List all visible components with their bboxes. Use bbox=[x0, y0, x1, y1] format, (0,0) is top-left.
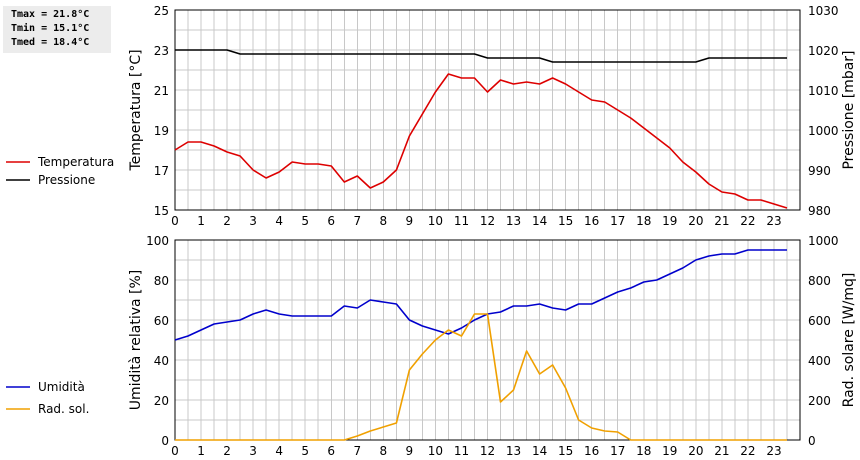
y-tick-label: 20 bbox=[154, 394, 169, 408]
x-tick-label: 2 bbox=[223, 444, 231, 458]
x-tick-label: 4 bbox=[275, 444, 283, 458]
x-tick-label: 5 bbox=[301, 444, 309, 458]
x-tick-label: 17 bbox=[610, 214, 625, 228]
y-tick-label: 100 bbox=[146, 234, 169, 248]
y2-tick-label: 600 bbox=[808, 314, 831, 328]
x-tick-label: 7 bbox=[353, 444, 361, 458]
series-line-pressione bbox=[175, 49, 787, 63]
y-tick-label: 0 bbox=[161, 434, 169, 448]
x-tick-label: 7 bbox=[353, 214, 361, 228]
series-line-temperatura bbox=[174, 73, 788, 209]
y-tick-label: 40 bbox=[154, 354, 169, 368]
y2-tick-label: 0 bbox=[808, 434, 816, 448]
x-tick-label: 15 bbox=[558, 214, 573, 228]
x-tick-label: 8 bbox=[380, 444, 388, 458]
y-tick-label: 60 bbox=[154, 314, 169, 328]
x-tick-label: 13 bbox=[506, 444, 521, 458]
x-tick-label: 0 bbox=[171, 444, 179, 458]
legend-label: Umidità bbox=[38, 380, 85, 394]
y-tick-label: 21 bbox=[154, 84, 169, 98]
x-tick-label: 22 bbox=[740, 214, 755, 228]
x-tick-label: 23 bbox=[766, 444, 781, 458]
tmax-text: Tmax = 21.8°C bbox=[11, 9, 90, 20]
y2-tick-label: 1010 bbox=[808, 84, 839, 98]
y2-tick-label: 1020 bbox=[808, 44, 839, 58]
x-tick-label: 4 bbox=[275, 214, 283, 228]
x-tick-label: 16 bbox=[584, 214, 599, 228]
x-tick-label: 6 bbox=[327, 444, 335, 458]
x-tick-label: 8 bbox=[380, 214, 388, 228]
y2-tick-label: 1030 bbox=[808, 4, 839, 18]
x-tick-label: 22 bbox=[740, 444, 755, 458]
x-tick-label: 19 bbox=[662, 214, 677, 228]
x-tick-label: 19 bbox=[662, 444, 677, 458]
x-tick-label: 17 bbox=[610, 444, 625, 458]
x-tick-label: 16 bbox=[584, 444, 599, 458]
y2-tick-label: 400 bbox=[808, 354, 831, 368]
series-line-umidit- bbox=[174, 249, 787, 341]
y-tick-label: 19 bbox=[154, 124, 169, 138]
x-tick-label: 12 bbox=[480, 444, 495, 458]
y2-tick-label: 200 bbox=[808, 394, 831, 408]
series-line-rad-sol- bbox=[175, 313, 787, 441]
x-tick-label: 9 bbox=[406, 214, 414, 228]
top-chart: 0 1 2 3 4 5 6 7 8 9 10 11 12 13 14 15 16 17 18 19 20 21 22 2315… bbox=[6, 4, 857, 228]
y2-axis-label: Pressione [mbar] bbox=[841, 50, 857, 169]
y2-tick-label: 1000 bbox=[808, 124, 839, 138]
y-tick-label: 17 bbox=[154, 164, 169, 178]
x-tick-label: 14 bbox=[532, 214, 547, 228]
x-tick-label: 6 bbox=[327, 214, 335, 228]
y-axis-label: Umidità relativa [%] bbox=[128, 270, 144, 411]
legend-label: Pressione bbox=[38, 173, 95, 187]
x-tick-label: 23 bbox=[766, 214, 781, 228]
bottom-chart: 0 1 2 3 4 5 6 7 8 9 10 11 12 13 14 15 16 17 18 19 20 21 22 2302… bbox=[6, 234, 857, 458]
y2-tick-label: 1000 bbox=[808, 234, 839, 248]
x-tick-label: 12 bbox=[480, 214, 495, 228]
x-tick-label: 2 bbox=[223, 214, 231, 228]
x-tick-label: 11 bbox=[454, 444, 469, 458]
x-tick-label: 13 bbox=[506, 214, 521, 228]
x-tick-label: 15 bbox=[558, 444, 573, 458]
x-tick-label: 1 bbox=[197, 444, 205, 458]
plot-frame bbox=[174, 9, 801, 211]
legend-label: Rad. sol. bbox=[38, 402, 89, 416]
x-tick-label: 21 bbox=[714, 214, 729, 228]
x-tick-label: 0 bbox=[171, 214, 179, 228]
tmed-text: Tmed = 18.4°C bbox=[11, 37, 90, 48]
x-tick-label: 18 bbox=[636, 444, 651, 458]
stats-box: Tmax = 21.8°C Tmin = 15.1°C Tmed = 18.4°… bbox=[3, 6, 111, 53]
x-tick-label: 21 bbox=[714, 444, 729, 458]
y-tick-label: 23 bbox=[154, 44, 169, 58]
x-tick-label: 10 bbox=[428, 444, 443, 458]
x-tick-label: 3 bbox=[249, 214, 257, 228]
x-tick-label: 14 bbox=[532, 444, 547, 458]
y2-tick-label: 990 bbox=[808, 164, 831, 178]
y-tick-label: 25 bbox=[154, 4, 169, 18]
x-tick-label: 20 bbox=[688, 444, 703, 458]
y2-tick-label: 980 bbox=[808, 204, 831, 218]
x-tick-label: 1 bbox=[197, 214, 205, 228]
x-tick-label: 5 bbox=[301, 214, 309, 228]
tmin-text: Tmin = 15.1°C bbox=[11, 23, 90, 34]
y2-tick-label: 800 bbox=[808, 274, 831, 288]
x-tick-label: 18 bbox=[636, 214, 651, 228]
legend-label: Temperatura bbox=[37, 155, 114, 169]
x-tick-label: 11 bbox=[454, 214, 469, 228]
x-tick-label: 10 bbox=[428, 214, 443, 228]
x-tick-label: 20 bbox=[688, 214, 703, 228]
x-tick-label: 3 bbox=[249, 444, 257, 458]
y2-axis-label: Rad. solare [W/mq] bbox=[841, 273, 857, 408]
y-tick-label: 80 bbox=[154, 274, 169, 288]
x-tick-label: 9 bbox=[406, 444, 414, 458]
y-axis-label: Temperatura [°C] bbox=[128, 49, 144, 171]
y-tick-label: 15 bbox=[154, 204, 169, 218]
